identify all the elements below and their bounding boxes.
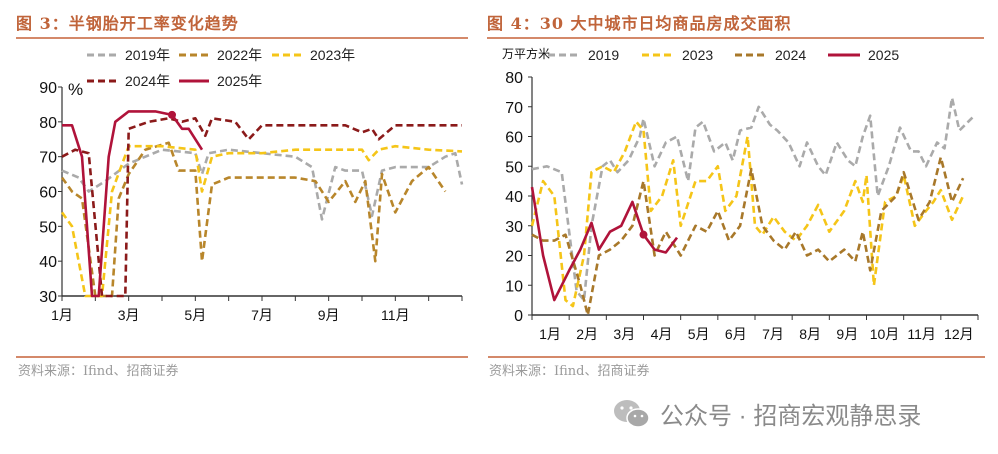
y-tick-label: 40 <box>505 189 523 206</box>
legend-label: 2019年 <box>125 47 170 63</box>
x-tick-label: 7月 <box>251 307 273 323</box>
left-title-rule <box>16 37 468 39</box>
y-tick-label: 40 <box>39 254 57 271</box>
x-tick-label: 11月 <box>907 326 936 342</box>
series-line-2022年 <box>60 141 447 298</box>
x-tick-label: 4月 <box>651 326 673 342</box>
x-tick-label: 9月 <box>318 307 340 323</box>
y-tick-label: 20 <box>505 249 523 266</box>
y-tick-label: 70 <box>39 150 57 167</box>
y-tick-label: 30 <box>505 219 523 236</box>
x-tick-label: 11月 <box>381 307 410 323</box>
series-line-2024年 <box>61 117 462 298</box>
x-tick-label: 1月 <box>539 326 561 342</box>
series-line-2025 <box>530 186 679 302</box>
y-tick-label: 10 <box>505 278 523 295</box>
chart-1: 30 40 50 60 70 80 90 1月 3月 5月 7月 9月 11月% 2019年 2022年 20… <box>39 47 464 323</box>
series-line-2019 <box>531 96 976 302</box>
chart-2: 0 10 20 30 40 50 60 70 80 1月 2月 3月 4月 5月 6月 7月 8月 9月 10月 11… <box>502 46 979 342</box>
right-source-note: 资料来源：Ifind、招商证券 <box>489 364 650 379</box>
legend-label: 2024 <box>775 47 806 63</box>
watermark-text: 公众号 · 招商宏观静思录 <box>660 403 922 430</box>
x-tick-label: 1月 <box>51 307 73 323</box>
x-tick-label: 5月 <box>688 326 710 342</box>
left-source-note: 资料来源：Ifind、招商证券 <box>18 364 179 379</box>
x-tick-label: 8月 <box>799 326 821 342</box>
y-unit-label: 万平方米 <box>502 46 550 61</box>
legend-label: 2019 <box>588 47 619 63</box>
legend-label: 2022年 <box>217 47 262 63</box>
x-tick-label: 12月 <box>944 326 974 342</box>
x-tick-label: 9月 <box>836 326 858 342</box>
x-tick-label: 3月 <box>118 307 140 323</box>
y-tick-label: 80 <box>39 115 57 132</box>
series-line-2023年 <box>60 144 463 298</box>
x-tick-label: 3月 <box>613 326 635 342</box>
legend-label: 2025年 <box>217 73 262 89</box>
series-line-2024 <box>531 156 965 317</box>
y-tick-label: 80 <box>505 70 523 87</box>
series-marker <box>168 110 176 119</box>
legend-label: 2024年 <box>125 73 170 89</box>
y-tick-label: 60 <box>505 130 523 147</box>
x-tick-label: 6月 <box>725 326 747 342</box>
legend-label: 2023 <box>682 47 713 63</box>
series-line-2019年 <box>61 148 464 221</box>
y-tick-label: 50 <box>505 159 523 176</box>
right-source-rule <box>488 356 985 358</box>
y-tick-label: 30 <box>39 289 57 306</box>
y-tick-label: 60 <box>39 185 57 202</box>
x-tick-label: 5月 <box>184 307 206 323</box>
y-tick-label: 90 <box>39 80 57 97</box>
x-tick-label: 7月 <box>762 326 784 342</box>
x-tick-label: 2月 <box>576 326 598 342</box>
y-tick-label: 70 <box>505 100 523 117</box>
x-tick-label: 10月 <box>870 326 900 342</box>
left-chart-title: 图 3：半钢胎开工率变化趋势 <box>16 14 239 33</box>
left-source-rule <box>16 356 468 358</box>
series-line-2025年 <box>62 110 204 298</box>
wechat-icon <box>614 399 650 428</box>
y-tick-label: 0 <box>514 308 523 325</box>
series-line-2023 <box>530 120 965 308</box>
watermark: 公众号 · 招商宏观静思录 <box>612 396 921 431</box>
legend-label: 2025 <box>868 47 899 63</box>
right-title-rule <box>487 37 984 39</box>
series-marker <box>639 230 648 239</box>
y-unit-label: % <box>68 80 83 99</box>
right-chart-title: 图 4：30 大中城市日均商品房成交面积 <box>487 14 792 33</box>
y-tick-label: 50 <box>39 219 57 236</box>
legend-label: 2023年 <box>310 47 355 63</box>
